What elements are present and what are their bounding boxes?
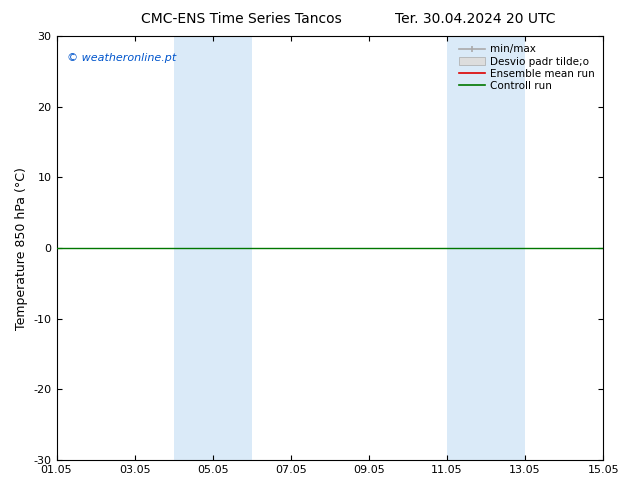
Legend: min/max, Desvio padr tilde;o, Ensemble mean run, Controll run: min/max, Desvio padr tilde;o, Ensemble m… xyxy=(456,41,598,94)
Bar xyxy=(174,36,252,460)
Y-axis label: Temperature 850 hPa (°C): Temperature 850 hPa (°C) xyxy=(15,167,28,330)
Text: Ter. 30.04.2024 20 UTC: Ter. 30.04.2024 20 UTC xyxy=(395,12,556,26)
Bar xyxy=(447,36,525,460)
Text: © weatheronline.pt: © weatheronline.pt xyxy=(67,53,177,63)
Text: CMC-ENS Time Series Tancos: CMC-ENS Time Series Tancos xyxy=(141,12,341,26)
